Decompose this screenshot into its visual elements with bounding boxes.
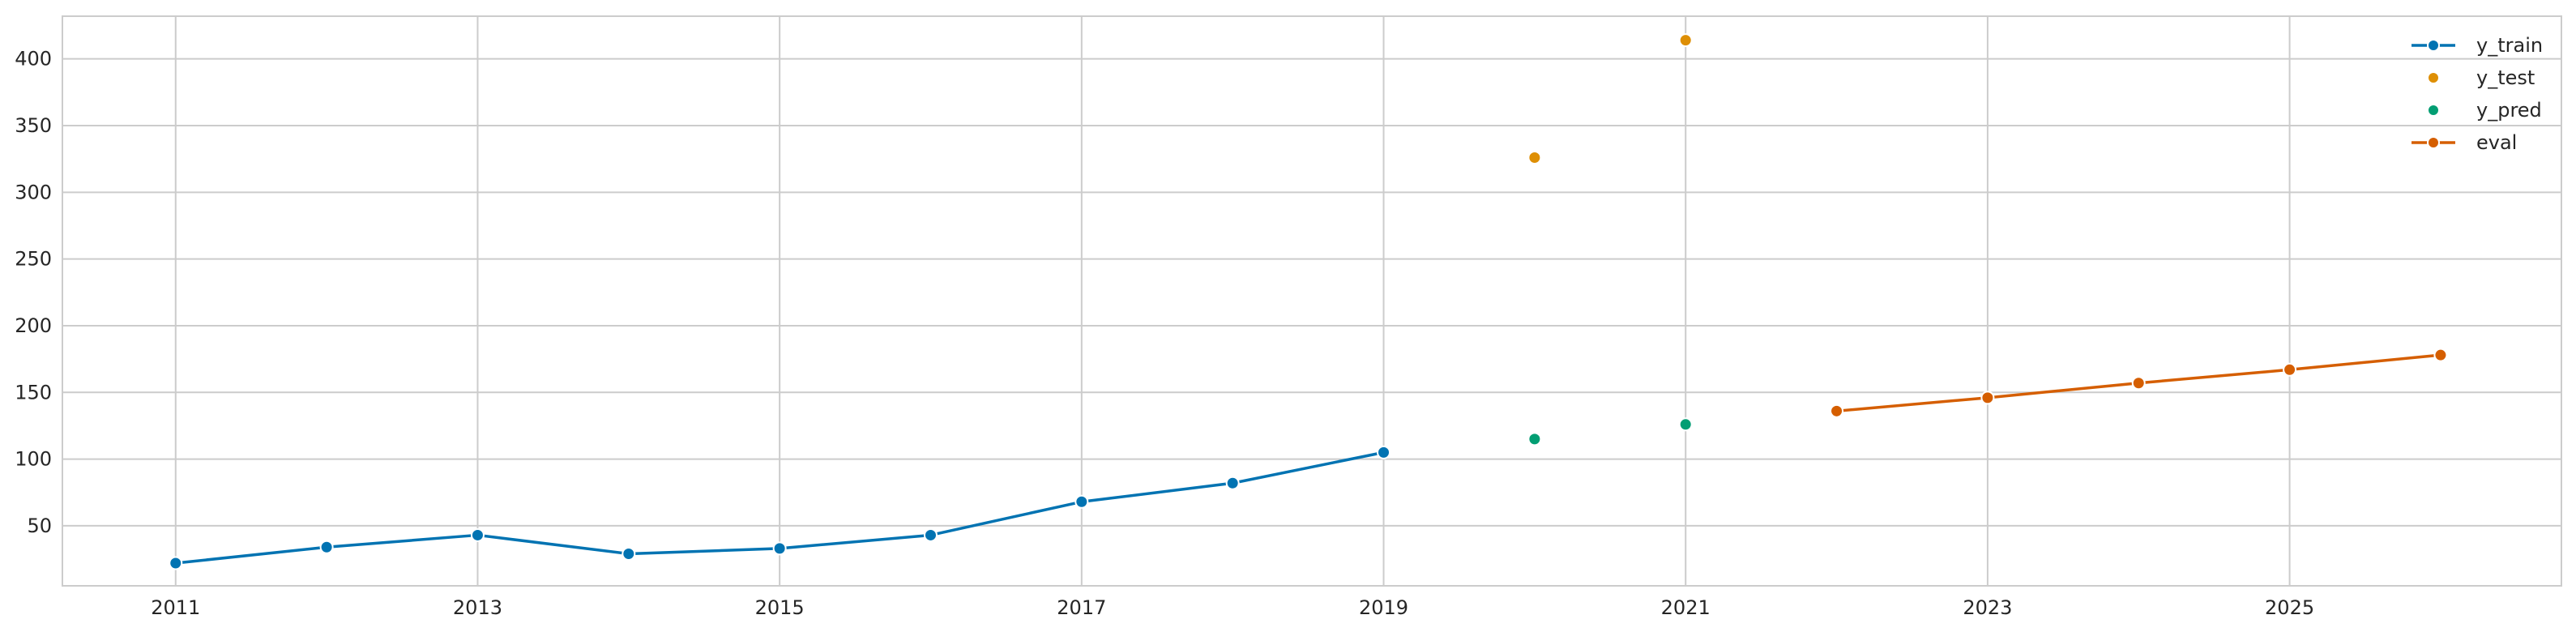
series-y-train: [169, 445, 1391, 570]
y-tick-label: 400: [15, 48, 52, 70]
data-point: [2433, 348, 2448, 362]
x-tick-label: 2019: [1359, 596, 1408, 619]
x-tick-label: 2017: [1057, 596, 1106, 619]
x-tick-label: 2021: [1661, 596, 1711, 619]
data-point: [1830, 404, 1844, 418]
x-tick-label: 2023: [1963, 596, 2012, 619]
y-tick-label: 350: [15, 114, 52, 137]
legend-marker: [2427, 104, 2440, 117]
y-tick-label: 100: [15, 448, 52, 471]
data-point: [1980, 391, 1995, 405]
data-point: [1678, 33, 1693, 48]
x-tick-label: 2011: [151, 596, 200, 619]
data-point: [1225, 476, 1240, 490]
legend-marker: [2427, 71, 2440, 84]
legend-label: y_train: [2476, 34, 2543, 57]
series-y-test: [1527, 33, 1693, 165]
data-point: [622, 546, 636, 561]
data-point: [2131, 376, 2146, 391]
y-tick-label: 300: [15, 181, 52, 203]
legend-label: y_test: [2476, 66, 2535, 89]
grid-layer: [62, 16, 2561, 586]
series-layer: [169, 33, 2448, 570]
y-tick-label: 50: [27, 515, 52, 537]
series-eval: [1830, 348, 2448, 418]
data-point: [319, 540, 334, 554]
legend-item: y_test: [2427, 66, 2535, 89]
data-point: [1678, 417, 1693, 432]
plot-frame: [62, 15, 2562, 587]
legend-item: eval: [2412, 131, 2517, 154]
x-tick-label: 2015: [755, 596, 805, 619]
y-tick-label: 150: [15, 381, 52, 404]
data-point: [923, 527, 938, 542]
data-point: [1074, 494, 1089, 509]
data-point: [772, 541, 787, 556]
data-point: [1377, 445, 1391, 459]
tick-layer: 2011 2013 2015 2017 2019 2021 2023 2025 50 100 150…: [15, 48, 2314, 619]
legend-item: y_pred: [2427, 99, 2542, 122]
x-tick-label: 2013: [453, 596, 502, 619]
legend-marker: [2427, 136, 2440, 149]
legend-label: eval: [2476, 131, 2517, 154]
series-y-pred: [1527, 417, 1693, 446]
data-point: [169, 556, 183, 570]
data-point: [470, 527, 485, 542]
y-tick-label: 250: [15, 248, 52, 271]
legend-marker: [2427, 39, 2440, 52]
legend-label: y_pred: [2476, 99, 2542, 122]
legend-item: y_train: [2412, 34, 2543, 57]
data-point: [1527, 151, 1542, 165]
y-tick-label: 200: [15, 314, 52, 337]
data-point: [2283, 362, 2297, 377]
x-tick-label: 2025: [2265, 596, 2314, 619]
data-point: [1527, 432, 1542, 446]
